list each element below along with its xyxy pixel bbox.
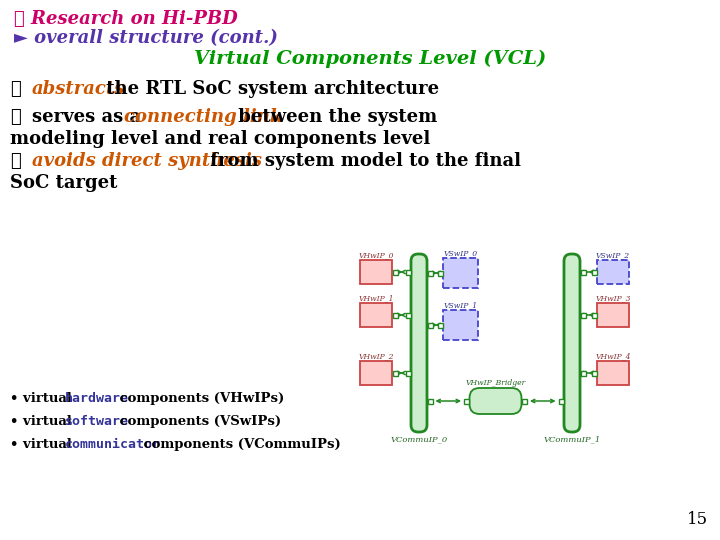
Bar — [522, 399, 527, 403]
Bar — [360, 303, 392, 327]
Text: ❖ Research on Hi-PBD: ❖ Research on Hi-PBD — [14, 10, 238, 28]
Text: VSwIP_0: VSwIP_0 — [444, 249, 477, 257]
Text: components (VSwIPs): components (VSwIPs) — [114, 415, 281, 428]
FancyBboxPatch shape — [469, 388, 521, 414]
Bar — [438, 322, 443, 327]
Text: VHwIP_2: VHwIP_2 — [359, 352, 394, 360]
Bar — [464, 399, 469, 403]
Text: ✓: ✓ — [10, 80, 21, 98]
Text: ✓: ✓ — [10, 152, 21, 170]
Text: components (VHwIPs): components (VHwIPs) — [114, 392, 284, 405]
Text: SoC target: SoC target — [10, 174, 117, 192]
Bar — [580, 313, 585, 318]
Bar — [597, 260, 629, 284]
FancyBboxPatch shape — [411, 254, 427, 432]
Bar — [592, 269, 596, 274]
Text: • virtual: • virtual — [10, 392, 76, 405]
Bar — [443, 258, 478, 288]
Text: abstracts: abstracts — [32, 80, 125, 98]
Text: VSwIP_2: VSwIP_2 — [596, 251, 630, 259]
Bar — [597, 361, 629, 385]
Text: avoids direct synthesis: avoids direct synthesis — [32, 152, 262, 170]
Bar — [438, 271, 443, 275]
Bar — [392, 370, 397, 375]
Text: modeling level and real components level: modeling level and real components level — [10, 130, 431, 148]
Text: Virtual Components Level (VCL): Virtual Components Level (VCL) — [194, 50, 546, 68]
Bar — [592, 370, 596, 375]
Text: VSwIP_1: VSwIP_1 — [444, 301, 477, 309]
Bar — [360, 361, 392, 385]
Text: VHwIP_1: VHwIP_1 — [359, 294, 394, 302]
Bar — [559, 399, 564, 403]
Bar — [428, 271, 433, 275]
Bar — [405, 370, 410, 375]
Text: from system model to the final: from system model to the final — [204, 152, 521, 170]
Text: 15: 15 — [687, 511, 708, 528]
Text: VCommuIP_0: VCommuIP_0 — [390, 435, 448, 443]
Text: • virtual: • virtual — [10, 415, 76, 428]
Text: components (VCommuIPs): components (VCommuIPs) — [140, 438, 341, 451]
Bar — [580, 370, 585, 375]
Bar — [597, 303, 629, 327]
Text: communicator: communicator — [65, 438, 161, 451]
Bar — [428, 322, 433, 327]
Text: ✓: ✓ — [10, 108, 21, 126]
Bar — [405, 269, 410, 274]
Text: ► overall structure (cont.): ► overall structure (cont.) — [14, 29, 278, 47]
Bar — [405, 313, 410, 318]
Bar — [428, 399, 433, 403]
Bar — [580, 269, 585, 274]
Bar — [443, 310, 478, 340]
FancyBboxPatch shape — [564, 254, 580, 432]
Text: connecting link: connecting link — [124, 108, 282, 126]
Bar — [360, 260, 392, 284]
Text: VHwIP_0: VHwIP_0 — [359, 251, 394, 259]
Text: VCommuIP_1: VCommuIP_1 — [544, 435, 600, 443]
Bar — [592, 313, 596, 318]
Text: the RTL SoC system architecture: the RTL SoC system architecture — [100, 80, 439, 98]
Text: hardware: hardware — [65, 392, 129, 405]
Bar — [392, 313, 397, 318]
Text: VHwIP_3: VHwIP_3 — [595, 294, 631, 302]
Text: between the system: between the system — [232, 108, 437, 126]
Text: serves as a: serves as a — [32, 108, 148, 126]
Bar — [392, 269, 397, 274]
Text: • virtual: • virtual — [10, 438, 76, 451]
Text: VHwIP_Bridger: VHwIP_Bridger — [465, 379, 526, 387]
Text: software: software — [65, 415, 129, 428]
Text: VHwIP_4: VHwIP_4 — [595, 352, 631, 360]
